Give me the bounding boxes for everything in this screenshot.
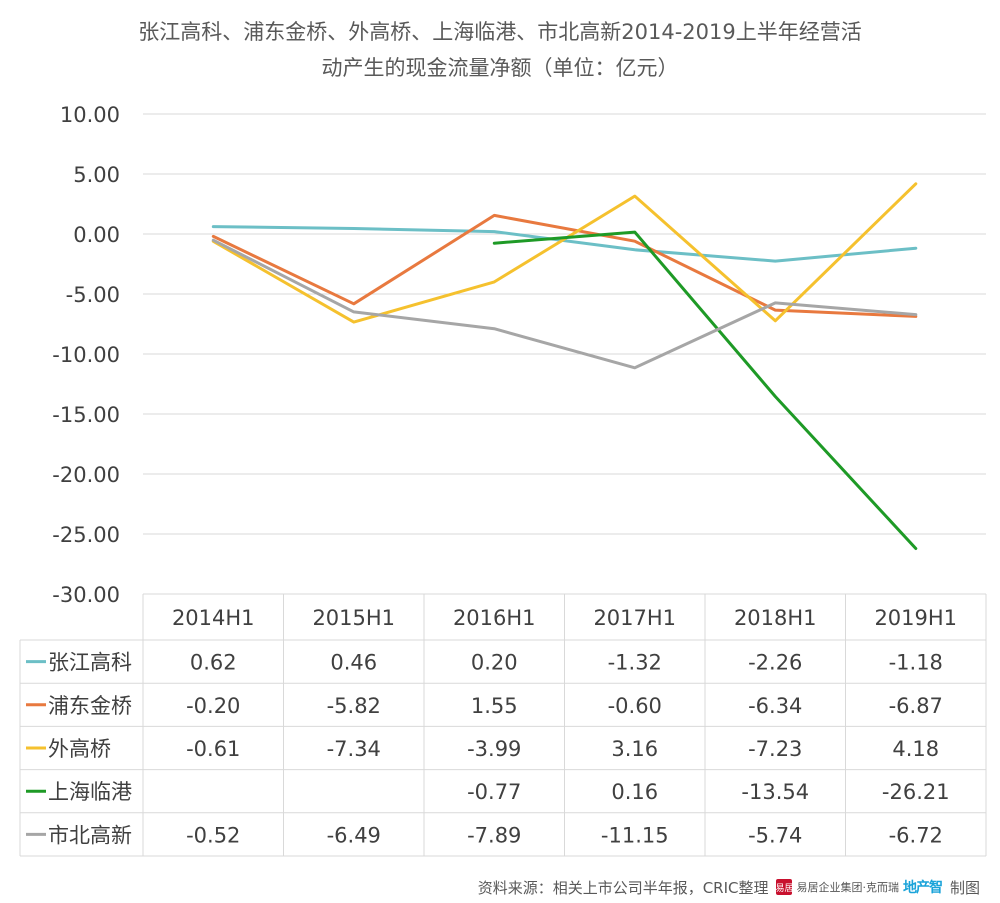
- data-label: -6.72: [889, 823, 943, 847]
- legend-label: 浦东金桥: [48, 694, 132, 718]
- category-label: 2019H1: [874, 606, 957, 630]
- data-table: 2014H1 2015H1 2016H1 2017H1 2018H1 2019H1 张江高科…: [19, 593, 987, 857]
- data-label: -6.49: [327, 823, 381, 847]
- chart-title-line-2: 动产生的现金流量净额（单位：亿元）: [321, 56, 679, 80]
- data-label: -6.34: [748, 694, 802, 718]
- legend-label: 张江高科: [48, 651, 132, 675]
- data-label: 4.18: [892, 737, 939, 761]
- data-label: -0.61: [186, 737, 240, 761]
- data-label: -7.89: [467, 823, 521, 847]
- publisher-logo-stamp: 地产智: [902, 880, 943, 896]
- data-label: -13.54: [741, 780, 809, 804]
- data-label: -0.52: [186, 823, 240, 847]
- data-label: -7.34: [327, 737, 381, 761]
- data-label: -0.20: [186, 694, 240, 718]
- data-label: -5.82: [327, 694, 381, 718]
- data-label: 0.46: [330, 651, 377, 675]
- source-suffix: 制图: [949, 878, 980, 897]
- grid-lines: [143, 113, 986, 535]
- data-label: 0.62: [190, 651, 237, 675]
- data-label: 3.16: [611, 737, 658, 761]
- publisher-logo-mark: 易居: [775, 879, 794, 895]
- data-label: -0.60: [608, 694, 662, 718]
- y-axis-tick-labels: 10.00 5.00 0.00 -5.00 -10.00 -15.00 -20.00 -25.…: [52, 103, 120, 607]
- category-label: 2018H1: [734, 606, 817, 630]
- source-note: 资料来源：相关上市公司半年报，CRIC整理 易居 易居企业集团·克而瑞 地产智 …: [478, 876, 980, 898]
- data-label: 0.16: [611, 780, 658, 804]
- data-label: -1.18: [889, 651, 943, 675]
- category-label: 2014H1: [172, 606, 255, 630]
- data-label: 1.55: [471, 694, 518, 718]
- y-tick-label: 0.00: [73, 223, 120, 247]
- chart-title-line-1: 张江高科、浦东金桥、外高桥、上海临港、市北高新2014-2019上半年经营活: [138, 20, 862, 44]
- data-label: -26.21: [882, 780, 950, 804]
- data-label: -3.99: [467, 737, 521, 761]
- series-line: [211, 213, 918, 318]
- category-label: 2016H1: [453, 606, 536, 630]
- series-line: [211, 238, 918, 370]
- y-tick-label: -10.00: [52, 343, 120, 367]
- category-label: 2015H1: [312, 606, 395, 630]
- data-label: -2.26: [748, 651, 802, 675]
- data-label: -0.77: [467, 780, 521, 804]
- data-label: -6.87: [889, 694, 943, 718]
- y-tick-label: 10.00: [60, 103, 120, 127]
- chart-title: 张江高科、浦东金桥、外高桥、上海临港、市北高新2014-2019上半年经营活 动…: [0, 14, 1000, 86]
- series-line: [211, 182, 918, 324]
- publisher-logo-text: 易居企业集团·克而瑞: [796, 881, 899, 894]
- category-label: 2017H1: [593, 606, 676, 630]
- legend-label: 上海临港: [48, 780, 132, 804]
- source-text: 资料来源：相关上市公司半年报，CRIC整理: [477, 878, 769, 897]
- publisher-logo: 易居 易居企业集团·克而瑞 地产智: [775, 877, 943, 897]
- data-label: -1.32: [608, 651, 662, 675]
- legend-label: 市北高新: [48, 823, 132, 847]
- y-tick-label: -20.00: [52, 463, 120, 487]
- data-label: -7.23: [748, 737, 802, 761]
- series-line: [492, 230, 918, 550]
- y-tick-label: -15.00: [52, 403, 120, 427]
- data-label: 0.20: [471, 651, 518, 675]
- y-tick-label: -5.00: [66, 283, 120, 307]
- data-label: -5.74: [748, 823, 802, 847]
- legend-label: 外高桥: [48, 737, 111, 761]
- y-tick-label: -25.00: [52, 523, 120, 547]
- y-tick-label: 5.00: [73, 163, 120, 187]
- y-tick-label: -30.00: [52, 583, 120, 607]
- series-lines: [211, 182, 918, 550]
- data-label: -11.15: [601, 823, 669, 847]
- series-line: [211, 225, 918, 263]
